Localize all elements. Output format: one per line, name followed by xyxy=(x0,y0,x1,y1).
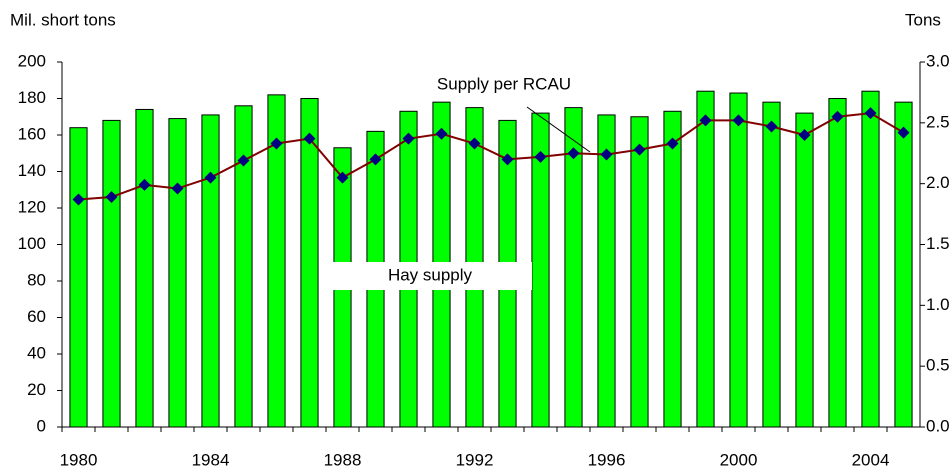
marker xyxy=(402,132,415,145)
y2-tick-label: 0.5 xyxy=(926,356,950,375)
bar xyxy=(729,92,748,428)
x-tick-label: 1984 xyxy=(192,450,230,469)
annotation-arrow xyxy=(526,106,591,153)
bar xyxy=(102,119,121,428)
y2-tick-label: 0.0 xyxy=(926,416,950,435)
marker xyxy=(534,150,547,163)
bar xyxy=(828,98,847,428)
y2-tick-label: 2.5 xyxy=(926,112,950,131)
y-tick-label: 140 xyxy=(18,161,46,180)
marker xyxy=(831,110,844,123)
y-tick-label: 80 xyxy=(27,270,46,289)
y-axis-label: Mil. short tons xyxy=(10,10,116,29)
bar xyxy=(894,101,913,428)
marker xyxy=(666,137,679,150)
bar xyxy=(135,108,154,428)
bar xyxy=(762,101,781,428)
bar xyxy=(795,112,814,428)
bar xyxy=(597,114,616,428)
marker xyxy=(600,148,613,161)
line xyxy=(78,112,905,201)
y-tick-label: 120 xyxy=(18,197,46,216)
bar xyxy=(630,116,649,428)
bar xyxy=(663,110,682,428)
marker xyxy=(765,120,778,133)
label-box xyxy=(327,262,532,290)
x-tick-label: 1988 xyxy=(324,450,362,469)
marker xyxy=(699,114,712,127)
marker xyxy=(732,114,745,127)
marker xyxy=(336,171,349,184)
marker xyxy=(72,193,85,206)
x-tick-label: 1996 xyxy=(588,450,626,469)
marker xyxy=(567,147,580,160)
bar xyxy=(300,98,319,428)
bar xyxy=(696,90,715,428)
bar xyxy=(234,105,253,428)
marker xyxy=(303,132,316,145)
bar xyxy=(168,118,187,428)
x-tick-label: 1980 xyxy=(60,450,98,469)
y-tick-label: 200 xyxy=(18,51,46,70)
marker xyxy=(237,154,250,167)
marker xyxy=(369,153,382,166)
marker xyxy=(501,153,514,166)
marker xyxy=(171,182,184,195)
marker xyxy=(864,107,877,120)
marker xyxy=(798,129,811,141)
x-tick-label: 2000 xyxy=(720,450,758,469)
y-tick-label: 20 xyxy=(27,380,46,399)
y-tick-label: 160 xyxy=(18,124,46,143)
x-tick-label: 2004 xyxy=(852,450,890,469)
marker xyxy=(105,191,118,204)
marker xyxy=(204,171,217,184)
bar xyxy=(267,94,286,428)
y2-tick-label: 1.5 xyxy=(926,234,950,253)
y-tick-label: 60 xyxy=(27,307,46,326)
bar xyxy=(564,107,583,428)
y-tick-label: 0 xyxy=(37,416,46,435)
y-tick-label: 180 xyxy=(18,88,46,107)
y2-axis-label: Tons xyxy=(905,10,941,29)
y-tick-label: 100 xyxy=(18,234,46,253)
label-box xyxy=(418,72,590,98)
series-label: Hay supply xyxy=(388,265,473,284)
marker xyxy=(270,137,283,150)
marker xyxy=(138,178,151,191)
y2-tick-label: 2.0 xyxy=(926,173,950,192)
y2-tick-label: 3.0 xyxy=(926,51,950,70)
y2-tick-label: 1.0 xyxy=(926,295,950,314)
marker xyxy=(633,143,646,156)
marker xyxy=(435,127,448,140)
y-tick-label: 40 xyxy=(27,343,46,362)
marker xyxy=(897,126,910,139)
bar xyxy=(201,114,220,428)
series-label: Supply per RCAU xyxy=(437,74,571,93)
x-tick-label: 1992 xyxy=(456,450,494,469)
bar xyxy=(69,127,88,428)
marker xyxy=(468,137,481,150)
bar xyxy=(861,90,880,428)
